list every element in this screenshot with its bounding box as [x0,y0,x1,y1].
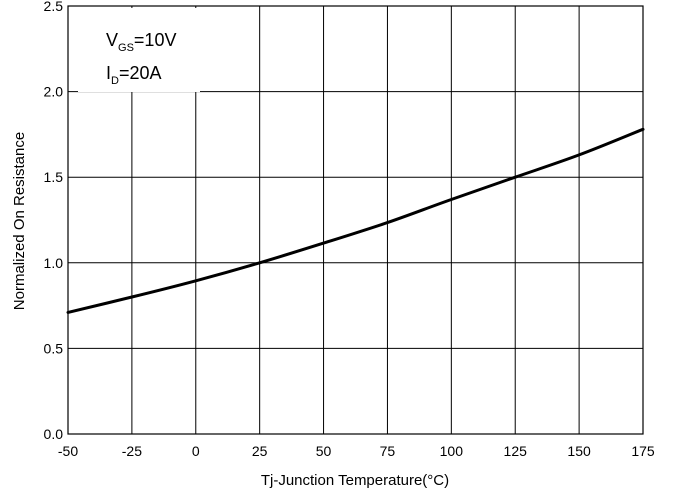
x-tick-label: 125 [504,443,528,459]
x-tick-label: 25 [252,443,268,459]
y-tick-label: 2.0 [44,84,64,100]
y-tick-labels: 0.0 0.5 1.0 1.5 2.0 2.5 [44,0,64,442]
x-tick-labels: -50 -25 0 25 50 75 100 125 150 175 [58,443,655,459]
series-layer [66,127,645,314]
x-tick-label: -50 [58,443,78,459]
x-axis-title: Tj-Junction Temperature(°C) [261,472,449,489]
y-tick-label: 0.0 [44,426,64,442]
y-tick-label: 1.0 [44,255,64,271]
plot-frame [67,5,644,435]
annotation-vgs: VGS=10V [106,30,176,54]
x-tick-label: 100 [440,443,464,459]
x-tick-label: 75 [380,443,396,459]
annotation-box: VGS=10V ID=20A [78,8,200,92]
annotation-id: ID=20A [106,63,162,87]
x-tick-label: 50 [316,443,332,459]
x-tick-label: 150 [567,443,591,459]
x-tick-label: 0 [192,443,200,459]
y-tick-label: 1.5 [44,169,64,185]
y-tick-label: 0.5 [44,340,64,356]
x-tick-label: -25 [122,443,142,459]
x-tick-label: 175 [631,443,655,459]
y-tick-label: 2.5 [44,0,64,14]
y-axis-title: Normalized On Resistance [11,132,28,310]
series-line [66,127,645,314]
